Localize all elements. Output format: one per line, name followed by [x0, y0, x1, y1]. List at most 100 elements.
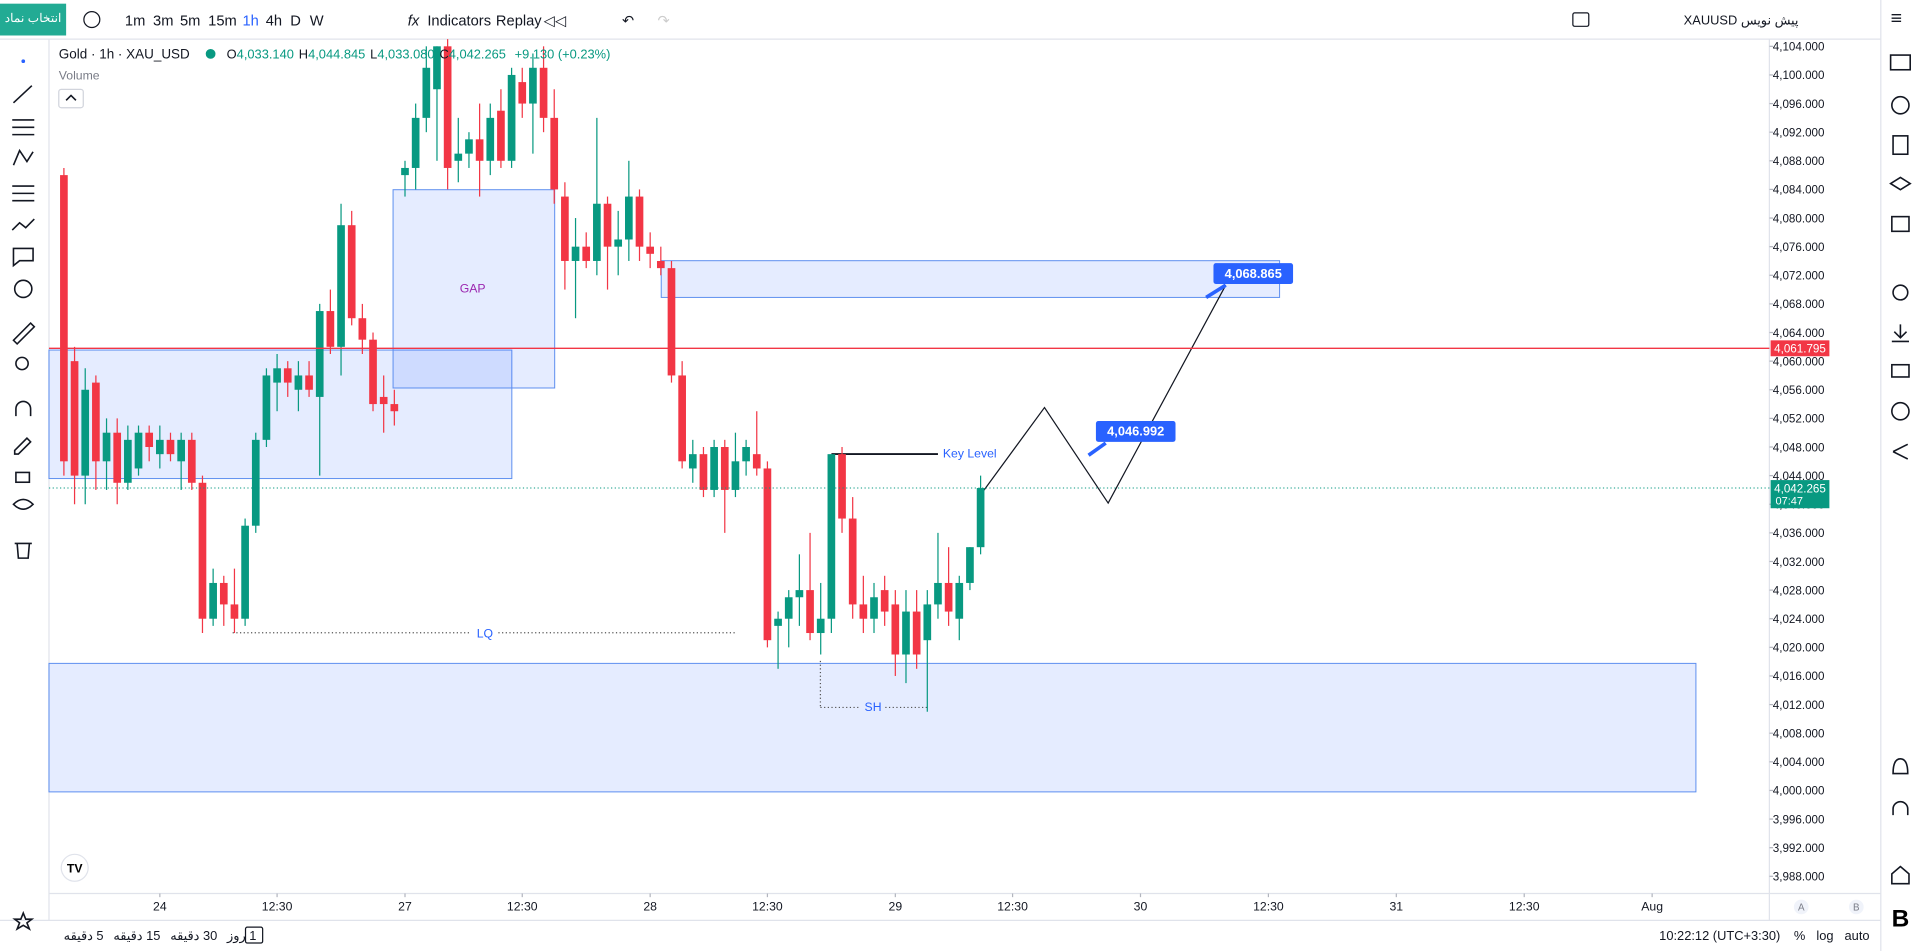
magnet-tool[interactable] — [15, 400, 32, 417]
text-tool[interactable] — [12, 247, 34, 268]
candle-body — [70, 361, 79, 476]
interval-button[interactable]: D — [290, 12, 301, 30]
y-tick-label: 4,100.000 — [1773, 69, 1825, 82]
timeframe-button[interactable]: 5 دقیقه — [63, 928, 104, 944]
candle-body — [582, 246, 591, 261]
fib-tool[interactable] — [12, 119, 35, 136]
legend-change: +9.130 (+0.23%) — [514, 47, 611, 63]
axis-button[interactable] — [1793, 899, 1809, 915]
replay-icon: ◁◁ — [543, 12, 567, 30]
delete-tool[interactable] — [14, 542, 32, 559]
share[interactable] — [1892, 443, 1909, 460]
lock-tool[interactable] — [15, 471, 31, 484]
axis-button[interactable] — [1848, 899, 1864, 915]
alerts[interactable] — [1891, 95, 1910, 115]
zoom-tool[interactable] — [15, 356, 29, 371]
y-tick-label: 4,056.000 — [1773, 384, 1825, 397]
y-tick-label: 4,060.000 — [1773, 355, 1825, 368]
candle-body — [507, 74, 516, 161]
support[interactable] — [1892, 800, 1909, 816]
y-tick-label: 4,104.000 — [1773, 41, 1825, 54]
compare-button[interactable] — [83, 11, 101, 29]
y-tick-label: 4,028.000 — [1773, 584, 1825, 597]
interval-button[interactable]: 1h — [242, 12, 259, 30]
indicators-button[interactable]: Indicators — [427, 12, 492, 30]
scale-option[interactable]: log — [1816, 928, 1834, 944]
interval-button[interactable]: 1m — [124, 12, 146, 30]
fullscreen[interactable] — [1572, 12, 1590, 27]
interval-button[interactable]: W — [309, 12, 324, 30]
interval-button[interactable]: 15m — [208, 12, 237, 30]
download[interactable] — [1891, 324, 1909, 343]
timeframe-button[interactable]: 30 دقیقه — [170, 928, 218, 944]
candle-body — [816, 618, 825, 634]
replay-button[interactable]: Replay — [495, 12, 542, 30]
interval-button[interactable]: 4h — [265, 12, 283, 30]
measure-tool[interactable] — [12, 321, 36, 346]
home[interactable] — [1891, 865, 1910, 885]
timeframe-button[interactable]: 15 دقیقه — [113, 928, 161, 944]
emoji-tool[interactable] — [13, 279, 33, 299]
pattern-tool[interactable] — [12, 148, 34, 166]
candle-body — [294, 375, 303, 390]
notifications[interactable] — [1892, 758, 1909, 775]
interval-button[interactable]: 3m — [153, 12, 174, 30]
brush-tool[interactable] — [11, 218, 35, 231]
layers[interactable] — [1889, 176, 1912, 191]
scale-option[interactable]: auto — [1844, 928, 1870, 944]
candle-body — [401, 167, 409, 176]
clock: 10:22:12 (UTC+3:30) — [1659, 928, 1781, 944]
news[interactable] — [1892, 135, 1909, 156]
candle-body — [848, 518, 857, 605]
candle-body — [891, 604, 900, 655]
x-tick-label: 12:30 — [752, 900, 783, 914]
profile[interactable] — [1891, 401, 1910, 421]
candle-body — [273, 368, 281, 383]
x-tick-label: 12:30 — [262, 900, 293, 914]
candle-body — [571, 246, 580, 261]
hide-tool[interactable] — [12, 498, 35, 510]
candle-body — [92, 382, 100, 462]
redo[interactable]: ↷ — [657, 12, 670, 30]
candle-body — [60, 175, 68, 462]
gap-zone — [392, 189, 556, 389]
cursor-tool[interactable] — [21, 59, 26, 64]
y-tick-label: 4,084.000 — [1773, 184, 1825, 197]
menu[interactable]: ≡ — [1890, 8, 1903, 30]
ohlc-key: O — [226, 47, 237, 63]
candle-body — [944, 582, 953, 612]
candle-body — [326, 311, 335, 347]
account[interactable] — [1891, 363, 1910, 378]
tv-logo[interactable] — [60, 853, 89, 882]
interval-button[interactable]: 5m — [180, 12, 201, 30]
timeframe-button[interactable]: 1 روز — [227, 928, 257, 944]
undo[interactable]: ↶ — [622, 12, 635, 30]
collapse-legend[interactable] — [58, 88, 84, 109]
settings[interactable] — [1892, 284, 1909, 301]
watchlist[interactable] — [1889, 54, 1912, 71]
layout-name[interactable]: XAUUSD پیش نویس — [1683, 13, 1799, 29]
candle-body — [731, 461, 740, 490]
calendar[interactable] — [1891, 215, 1910, 233]
favorites[interactable] — [12, 910, 35, 931]
x-tick-label: 12:30 — [1253, 900, 1284, 914]
draw-mode-tool[interactable] — [13, 437, 32, 455]
candle-body — [763, 468, 772, 641]
candle-body — [379, 396, 388, 405]
trend-line-tool[interactable] — [12, 85, 33, 104]
candle-body — [976, 488, 985, 548]
date-range[interactable] — [244, 926, 264, 944]
ohlc-value: 4,044.845 — [308, 47, 366, 63]
candle-body — [337, 225, 345, 347]
scale-option[interactable]: % — [1793, 928, 1806, 944]
candle-body — [593, 203, 601, 261]
candle-body — [113, 432, 122, 483]
candle-body — [433, 46, 441, 90]
price-tag-label: 4,042.265 — [1774, 482, 1826, 495]
candle-body — [561, 196, 569, 261]
symbol-button[interactable]: انتخاب نماد — [0, 3, 67, 36]
candle-body — [838, 454, 846, 519]
projection-tool[interactable] — [12, 185, 35, 202]
x-tick-label: 27 — [398, 900, 412, 914]
